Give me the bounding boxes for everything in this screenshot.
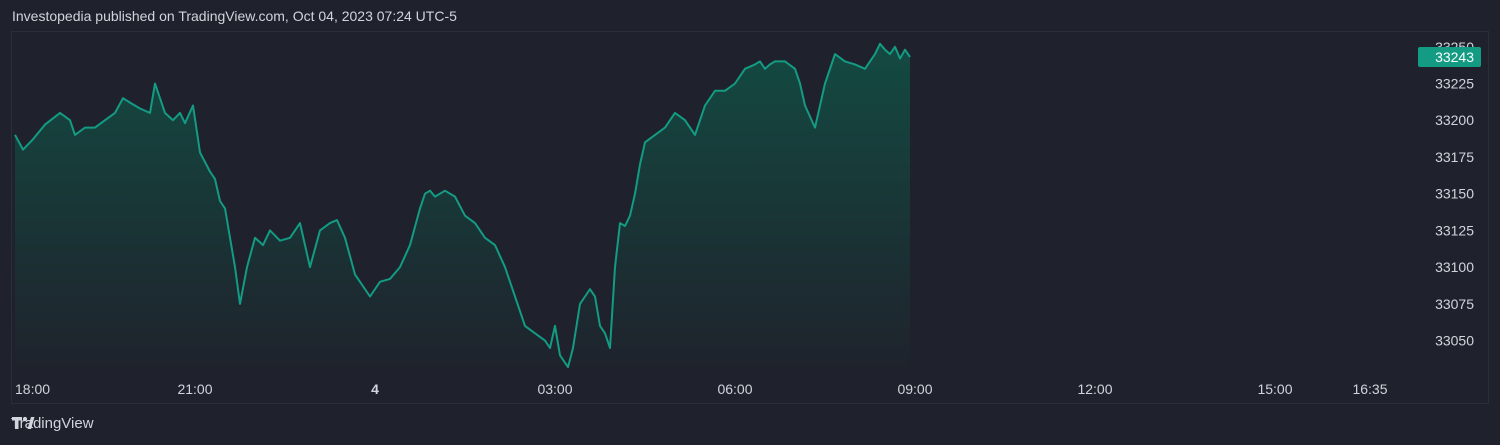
x-tick-label: 03:00 xyxy=(537,381,572,397)
y-tick-label: 33100 xyxy=(1435,259,1474,275)
tradingview-logo-icon xyxy=(12,416,35,429)
y-tick-label: 33225 xyxy=(1435,76,1474,92)
x-tick-label: 4 xyxy=(371,381,379,397)
published-caption: Investopedia published on TradingView.co… xyxy=(12,8,457,24)
y-tick-label: 33150 xyxy=(1435,186,1474,202)
x-tick-label: 12:00 xyxy=(1077,381,1112,397)
x-tick-label: 18:00 xyxy=(15,381,50,397)
y-tick-label: 33175 xyxy=(1435,149,1474,165)
x-tick-label: 15:00 xyxy=(1257,381,1292,397)
footer-brand[interactable]: TradingView xyxy=(11,415,94,432)
price-line[interactable] xyxy=(14,42,911,369)
y-tick-label: 33050 xyxy=(1435,333,1474,349)
y-tick-label: 33075 xyxy=(1435,296,1474,312)
last-price-label: 33243 xyxy=(1435,49,1474,65)
x-tick-label: 06:00 xyxy=(717,381,752,397)
y-tick-label: 33200 xyxy=(1435,112,1474,128)
x-tick-label: 09:00 xyxy=(897,381,932,397)
x-tick-label: 16:35 xyxy=(1352,381,1387,397)
last-price-badge xyxy=(1418,47,1481,67)
x-tick-label: 21:00 xyxy=(177,381,212,397)
y-tick-label: 33125 xyxy=(1435,222,1474,238)
price-area-fill xyxy=(15,43,910,373)
